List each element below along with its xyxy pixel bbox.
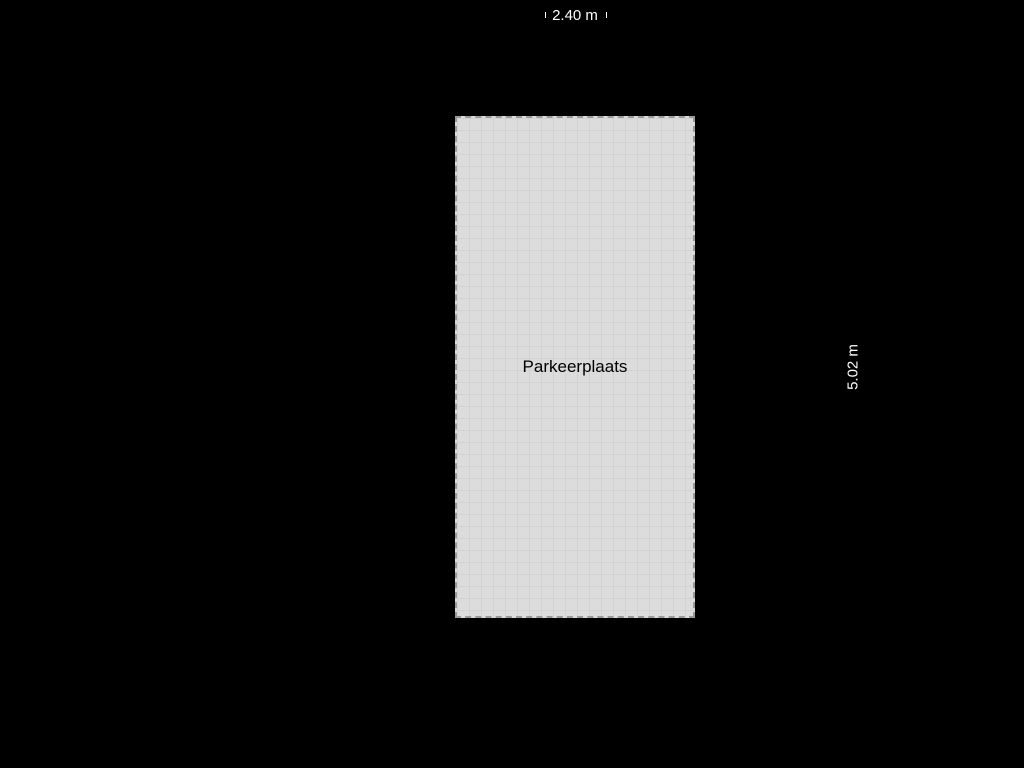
height-dimension-label: 5.02 m	[844, 344, 861, 390]
parking-space-room: Parkeerplaats	[455, 116, 695, 618]
width-tick-right	[606, 12, 607, 18]
width-dimension-label: 2.40 m	[552, 7, 598, 24]
room-label: Parkeerplaats	[523, 357, 628, 377]
width-tick-left	[545, 12, 546, 18]
